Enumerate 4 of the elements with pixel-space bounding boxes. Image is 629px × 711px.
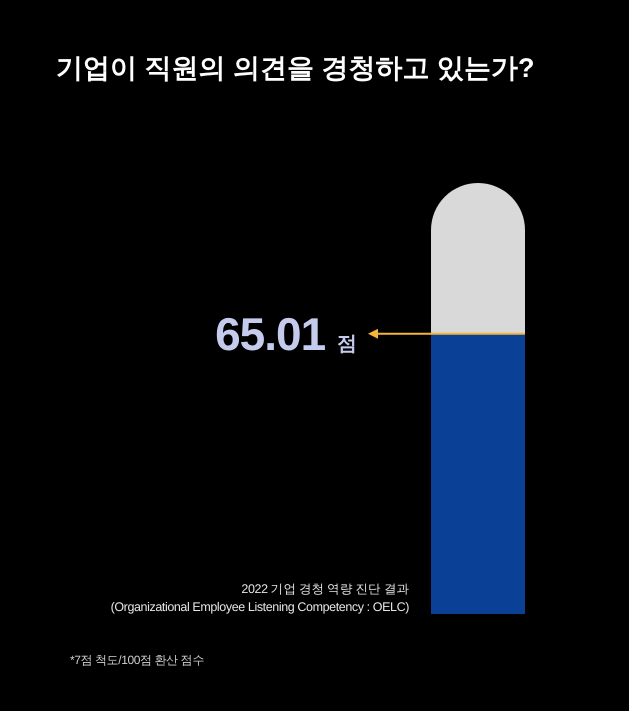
- text: *7점 척도/100점 환산 점수: [70, 653, 204, 667]
- chart-title: 기업이 직원의 의견을 경청하고 있는가?: [56, 53, 534, 83]
- text: 2022 기업 경청 역량 진단 결과 (Organizational Employee Listening Competency : OELC): [110, 582, 410, 614]
- data-label: 65.01 점: [215, 308, 357, 360]
